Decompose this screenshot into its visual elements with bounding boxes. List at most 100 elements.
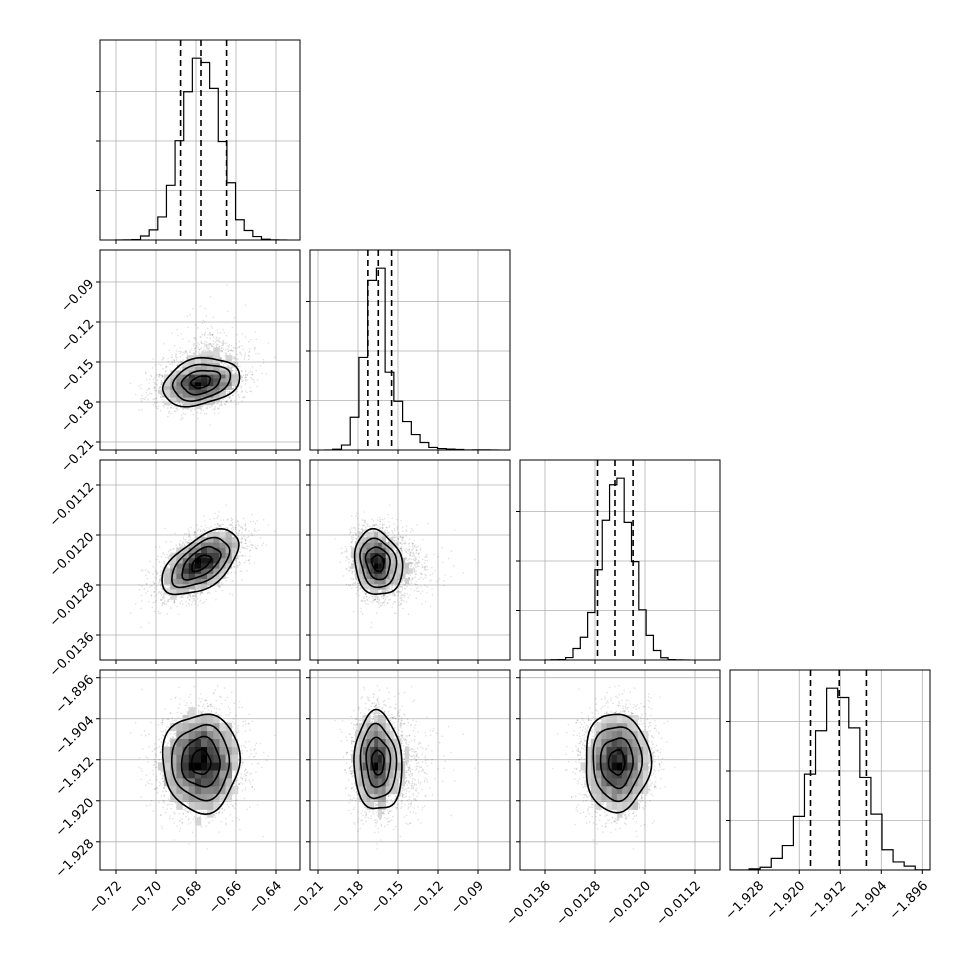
sample-point (231, 366, 234, 369)
sample-point (140, 594, 143, 597)
sample-point (153, 401, 156, 404)
sample-point (216, 522, 219, 525)
sample-point (168, 598, 170, 601)
sample-point (179, 368, 182, 371)
sample-point (149, 560, 151, 563)
sample-point (150, 393, 153, 395)
sample-point (238, 529, 241, 532)
sample-point (221, 583, 223, 585)
sample-point (262, 362, 265, 364)
sample-point (254, 546, 256, 548)
sample-point (209, 406, 211, 409)
sample-point (201, 591, 203, 593)
sample-point (176, 364, 179, 367)
sample-point (197, 351, 200, 353)
sample-point (225, 400, 228, 403)
density-cell (164, 401, 171, 406)
density-cell (188, 401, 196, 406)
density-cell (201, 359, 208, 364)
sample-point (170, 407, 172, 409)
sample-point (249, 370, 252, 372)
sample-point (238, 340, 240, 343)
sample-point (261, 372, 263, 375)
sample-point (248, 340, 250, 343)
sample-point (178, 402, 181, 404)
sample-point (241, 380, 244, 383)
sample-point (191, 407, 193, 410)
sample-point (200, 409, 203, 412)
sample-point (222, 328, 224, 331)
sample-point (196, 342, 199, 344)
sample-point (225, 580, 227, 582)
density-cell (188, 355, 196, 360)
sample-point (191, 348, 193, 350)
density-cell (213, 366, 220, 371)
sample-point (201, 591, 203, 594)
sample-point (237, 523, 240, 526)
sample-point (214, 406, 217, 408)
sample-point (210, 344, 213, 346)
sample-point (240, 554, 243, 557)
sample-point (235, 343, 237, 345)
density-cell (207, 389, 214, 394)
sample-point (180, 414, 183, 416)
sample-point (241, 376, 244, 379)
sample-point (217, 407, 219, 410)
sample-point (206, 327, 209, 330)
sample-point (274, 356, 276, 359)
sample-point (224, 403, 226, 406)
sample-point (154, 383, 157, 385)
sample-point (255, 352, 257, 355)
sample-point (237, 365, 240, 368)
sample-point (163, 600, 166, 602)
sample-point (208, 342, 210, 345)
sample-point (248, 371, 250, 374)
sample-point (239, 365, 241, 368)
sample-point (153, 385, 156, 388)
sample-point (244, 336, 247, 338)
sample-point (185, 351, 188, 354)
sample-point (235, 558, 237, 560)
sample-point (166, 600, 169, 603)
sample-point (240, 386, 242, 389)
density-cell (219, 385, 226, 390)
density-cell (176, 393, 183, 398)
sample-point (253, 348, 256, 351)
sample-point (239, 351, 241, 354)
sample-point (233, 356, 236, 358)
sample-point (229, 396, 231, 398)
sample-point (235, 358, 238, 361)
sample-point (208, 332, 211, 334)
sample-point (190, 410, 192, 412)
sample-point (149, 378, 151, 381)
sample-point (259, 365, 262, 367)
sample-point (176, 363, 179, 366)
sample-point (187, 542, 189, 544)
sample-point (155, 373, 158, 376)
sample-point (194, 534, 197, 536)
density-cell (207, 359, 214, 364)
sample-point (146, 590, 149, 593)
sample-point (189, 349, 191, 352)
sample-point (262, 519, 265, 521)
sample-point (204, 340, 206, 343)
sample-point (220, 356, 222, 359)
sample-point (148, 621, 150, 624)
density-cell (182, 401, 189, 406)
sample-point (194, 603, 196, 605)
sample-point (175, 354, 177, 357)
sample-point (181, 338, 184, 341)
sample-point (145, 371, 147, 374)
sample-point (233, 399, 236, 402)
sample-point (181, 360, 183, 363)
density-cell (225, 374, 232, 379)
sample-point (150, 375, 153, 378)
sample-point (151, 606, 154, 609)
sample-point (186, 597, 189, 599)
sample-point (201, 322, 204, 324)
sample-point (246, 379, 248, 381)
sample-point (140, 626, 142, 629)
sample-point (229, 353, 231, 355)
sample-point (204, 331, 207, 334)
sample-point (241, 377, 244, 379)
